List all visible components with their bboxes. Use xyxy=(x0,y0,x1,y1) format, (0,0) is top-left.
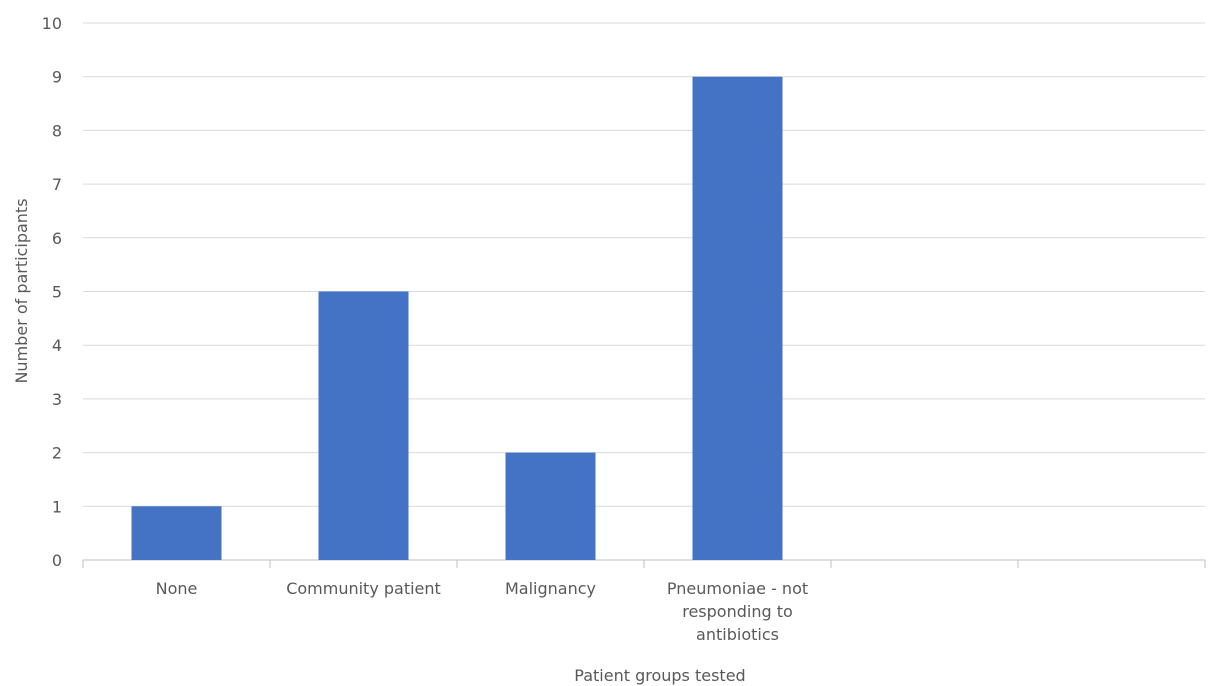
y-tick-label: 7 xyxy=(52,175,62,194)
y-tick-label: 1 xyxy=(52,497,62,516)
x-tick-label: Community patient xyxy=(286,579,441,598)
y-tick-label: 8 xyxy=(52,121,62,140)
x-axis-title: Patient groups tested xyxy=(574,666,745,685)
x-tick-label: antibiotics xyxy=(696,625,779,644)
axes xyxy=(82,559,1206,568)
y-tick-label: 5 xyxy=(52,283,62,302)
y-tick-label: 9 xyxy=(52,68,62,87)
y-axis-title: Number of participants xyxy=(12,198,31,383)
x-tick-label: responding to xyxy=(682,602,793,621)
y-tick-label: 10 xyxy=(42,14,62,33)
bar xyxy=(505,452,596,560)
gridlines xyxy=(83,22,1205,507)
x-tick-label: Malignancy xyxy=(505,579,596,598)
x-tick-label: None xyxy=(156,579,198,598)
y-tick-label: 2 xyxy=(52,444,62,463)
labels: 0 1 2 3 4 5 6 7 8 9 10 None Community patient Maligna… xyxy=(42,14,808,644)
bar xyxy=(692,76,783,560)
y-tick-label: 6 xyxy=(52,229,62,248)
y-tick-label: 0 xyxy=(52,551,62,570)
y-tick-label: 3 xyxy=(52,390,62,409)
bar xyxy=(131,506,222,560)
bars xyxy=(131,76,783,560)
bar xyxy=(318,291,409,560)
x-tick-label: Pneumoniae - not xyxy=(667,579,808,598)
y-tick-label: 4 xyxy=(52,336,62,355)
